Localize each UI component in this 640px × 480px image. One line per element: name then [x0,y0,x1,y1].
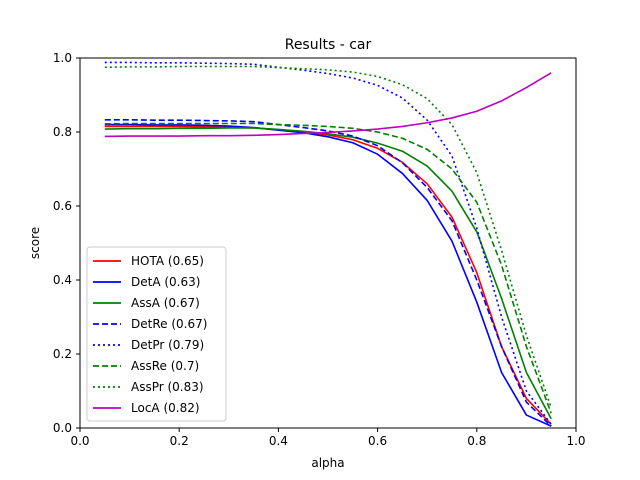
x-axis-label: alpha [311,456,344,470]
legend-label-0: HOTA (0.65) [131,254,204,268]
x-tick-label: 0.0 [70,434,89,448]
y-tick-label: 0.6 [53,199,72,213]
y-tick-label: 0.0 [53,421,72,435]
y-axis-ticks: 0.0 0.2 0.4 0.6 0.8 1.0 [53,51,80,435]
series-line-4 [104,61,552,425]
y-tick-label: 0.4 [53,273,72,287]
y-tick-label: 1.0 [53,51,72,65]
x-axis-ticks: 0.0 0.2 0.4 0.6 0.8 1.0 [70,428,586,448]
series-line-0 [104,125,552,425]
legend-label-5: AssRe (0.7) [131,359,199,373]
x-tick-label: 0.6 [368,434,387,448]
legend-label-2: AssA (0.67) [131,296,200,310]
x-tick-label: 1.0 [566,434,585,448]
series-line-5 [104,122,552,414]
legend-box [86,246,227,422]
x-tick-label: 0.8 [467,434,486,448]
legend-label-4: DetPr (0.79) [131,338,204,352]
legend-items: HOTA (0.65) DetA (0.63) AssA (0.67) DetRe (… [93,254,207,415]
legend-label-7: LocA (0.82) [131,401,200,415]
y-tick-label: 0.2 [53,347,72,361]
x-tick-label: 0.4 [269,434,288,448]
chart-title: Results - car [285,37,372,53]
legend: HOTA (0.65) DetA (0.63) AssA (0.67) DetRe (… [86,246,227,422]
series-layer [104,61,552,427]
series-line-1 [104,123,552,427]
x-tick-label: 0.2 [170,434,189,448]
y-tick-label: 0.8 [53,125,72,139]
series-line-3 [104,118,552,427]
series-line-2 [104,127,552,420]
series-line-7 [104,72,552,138]
y-axis-label: score [28,227,42,259]
legend-label-6: AssPr (0.83) [131,380,204,394]
plot-frame [79,57,577,429]
legend-label-3: DetRe (0.67) [131,317,207,331]
legend-label-1: DetA (0.63) [131,275,200,289]
